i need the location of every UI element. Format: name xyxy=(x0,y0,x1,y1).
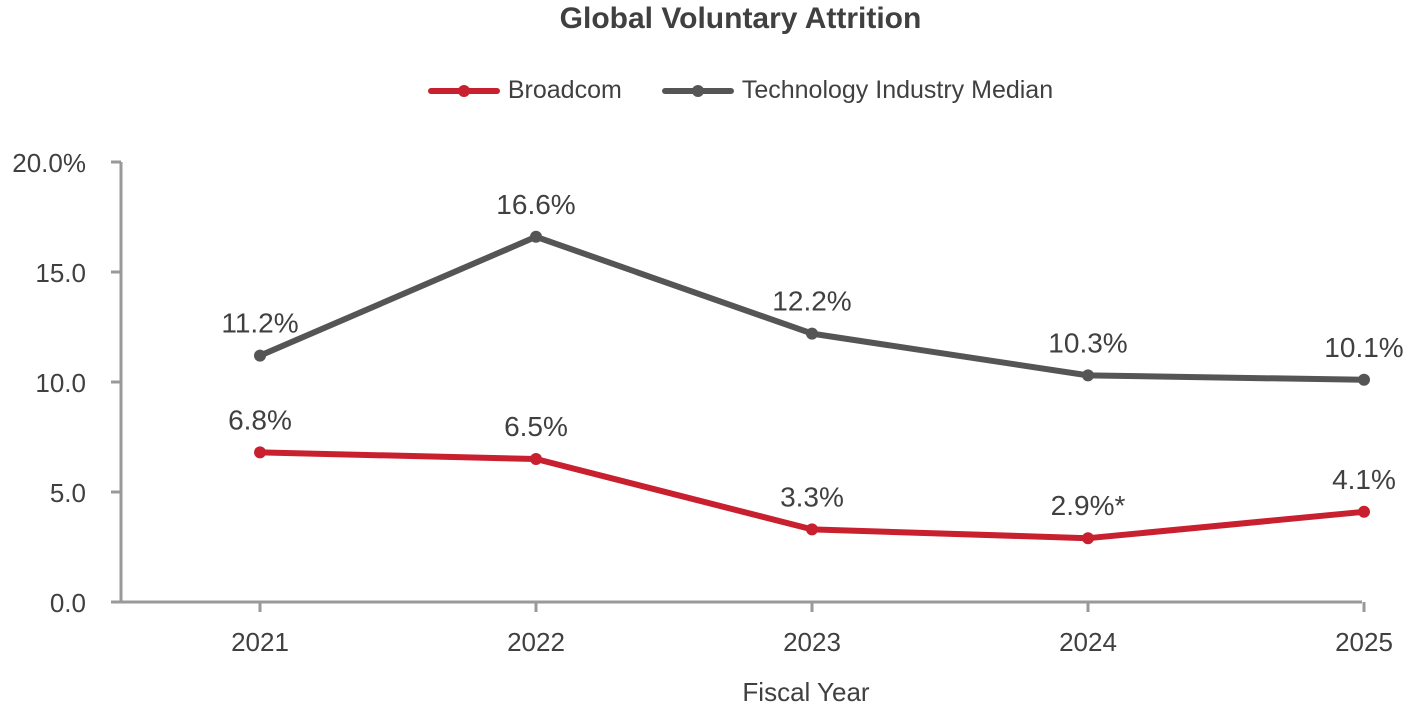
legend-label-broadcom: Broadcom xyxy=(507,76,622,104)
data-label-tech-median: 11.2% xyxy=(221,308,298,339)
y-tick-label: 15.0 xyxy=(35,258,86,288)
data-point-tech-median xyxy=(806,327,818,340)
x-tick-label: 2024 xyxy=(1059,627,1117,657)
data-label-tech-median: 10.3% xyxy=(1048,327,1127,358)
chart-title: Global Voluntary Attrition xyxy=(559,2,922,35)
legend-label-tech-median: Technology Industry Median xyxy=(741,76,1054,104)
x-tick-label: 2021 xyxy=(231,627,289,657)
x-tick-label: 2025 xyxy=(1335,627,1393,657)
data-point-tech-median xyxy=(254,349,266,362)
data-point-broadcom xyxy=(530,453,542,465)
data-label-broadcom: 6.5% xyxy=(504,411,568,442)
x-tick-label: 2022 xyxy=(507,627,565,657)
y-tick-label: 20.0% xyxy=(12,148,86,178)
data-label-tech-median: 16.6% xyxy=(496,189,575,220)
data-point-broadcom xyxy=(1358,505,1370,518)
data-point-broadcom xyxy=(254,446,266,459)
legend-swatch-broadcom xyxy=(427,81,500,101)
data-point-tech-median xyxy=(1358,373,1370,386)
y-tick-label: 0.0 xyxy=(50,588,86,618)
data-point-tech-median xyxy=(530,230,542,243)
legend-marker-tech-median xyxy=(691,84,704,97)
legend-marker-broadcom xyxy=(457,84,470,97)
x-tick-label: 2023 xyxy=(783,627,841,657)
y-tick-label: 10.0 xyxy=(35,368,86,398)
data-point-broadcom xyxy=(806,523,818,536)
legend-item-tech-median: Technology Industry Median xyxy=(661,76,1054,105)
x-axis-title: Fiscal Year xyxy=(742,677,870,707)
data-label-broadcom: 6.8% xyxy=(228,404,292,435)
data-label-tech-median: 10.1% xyxy=(1324,332,1403,363)
data-label-broadcom: 2.9%* xyxy=(1051,490,1126,521)
data-point-tech-median xyxy=(1082,369,1094,382)
legend-swatch-tech-median xyxy=(661,81,734,101)
data-point-broadcom xyxy=(1082,532,1094,545)
data-label-broadcom: 3.3% xyxy=(780,481,844,512)
legend-item-broadcom: Broadcom xyxy=(427,76,622,105)
legend: Broadcom Technology Industry Median xyxy=(0,76,1405,105)
data-label-broadcom: 4.1% xyxy=(1332,464,1396,495)
data-label-tech-median: 12.2% xyxy=(772,286,851,317)
y-tick-label: 5.0 xyxy=(50,478,86,508)
